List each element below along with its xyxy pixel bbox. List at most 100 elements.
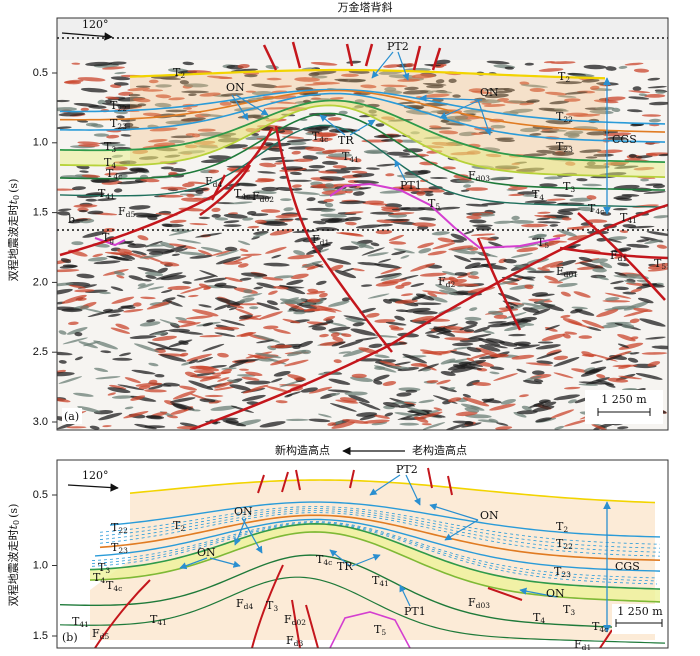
seismic-trace bbox=[468, 88, 484, 93]
seismic-trace bbox=[146, 248, 175, 253]
label-main: T bbox=[556, 110, 564, 123]
seismic-trace bbox=[261, 277, 284, 281]
seismic-trace bbox=[579, 262, 605, 270]
seismic-trace bbox=[146, 319, 156, 323]
seismic-trace bbox=[213, 386, 236, 391]
seismic-trace bbox=[425, 193, 434, 197]
seismic-trace bbox=[583, 64, 607, 70]
seismic-trace bbox=[434, 59, 451, 65]
label-sub: 4c bbox=[323, 558, 332, 567]
seismic-trace bbox=[307, 298, 321, 303]
pointer bbox=[209, 557, 241, 568]
seismic-trace bbox=[401, 281, 412, 287]
seismic-trace bbox=[193, 275, 217, 281]
seismic-trace bbox=[538, 68, 564, 72]
seismic-trace bbox=[327, 422, 337, 426]
seismic-trace bbox=[330, 332, 340, 337]
label-main: T bbox=[72, 615, 80, 628]
seismic-trace bbox=[376, 219, 394, 224]
seismic-trace bbox=[291, 150, 301, 155]
seismic-trace bbox=[513, 344, 541, 350]
seismic-trace bbox=[613, 286, 629, 291]
seismic-trace bbox=[111, 395, 135, 399]
seismic-trace bbox=[504, 324, 526, 332]
seismic-trace bbox=[388, 212, 415, 216]
seismic-trace bbox=[552, 151, 575, 157]
seismic-trace bbox=[142, 89, 164, 92]
seismic-trace bbox=[481, 202, 505, 206]
seismic-trace bbox=[62, 337, 88, 345]
seismic-trace bbox=[435, 79, 445, 84]
seismic-trace bbox=[200, 113, 225, 118]
seismic-trace bbox=[74, 289, 95, 293]
seismic-trace bbox=[484, 93, 509, 99]
seismic-trace bbox=[532, 308, 551, 316]
seismic-trace bbox=[167, 285, 191, 290]
seismic-trace bbox=[447, 278, 467, 285]
seismic-trace bbox=[543, 176, 563, 180]
label: T4c bbox=[316, 553, 332, 567]
seismic-trace bbox=[554, 425, 565, 430]
seismic-trace bbox=[539, 240, 561, 248]
seismic-trace bbox=[488, 418, 499, 423]
seismic-trace bbox=[353, 180, 379, 184]
seismic-trace bbox=[237, 263, 249, 268]
label: Fd3 bbox=[286, 634, 303, 648]
seismic-trace bbox=[273, 371, 291, 377]
seismic-trace bbox=[265, 246, 287, 254]
pointer bbox=[429, 503, 479, 521]
seismic-trace bbox=[133, 212, 160, 218]
seismic-trace bbox=[107, 387, 131, 394]
seismic-trace bbox=[273, 85, 293, 88]
seismic-trace bbox=[453, 255, 472, 263]
seismic-trace bbox=[229, 384, 251, 391]
seismic-trace bbox=[380, 84, 408, 88]
seismic-trace bbox=[548, 147, 568, 151]
seismic-trace bbox=[558, 208, 581, 212]
seismic-trace bbox=[272, 286, 289, 290]
seismic-trace bbox=[489, 366, 505, 370]
seismic-trace bbox=[334, 78, 349, 82]
seismic-trace bbox=[60, 258, 72, 264]
seismic-trace bbox=[472, 224, 493, 228]
label: ON bbox=[234, 505, 253, 518]
seismic-trace bbox=[617, 343, 629, 348]
seismic-trace bbox=[155, 84, 172, 88]
label-main: T bbox=[558, 70, 566, 83]
seismic-trace bbox=[289, 171, 302, 176]
seismic-trace bbox=[608, 236, 628, 241]
seismic-trace bbox=[382, 381, 397, 386]
seismic-trace bbox=[160, 261, 180, 267]
seismic-trace bbox=[366, 167, 380, 170]
seismic-trace bbox=[328, 217, 343, 222]
seismic-trace bbox=[165, 347, 187, 352]
seismic-trace bbox=[263, 262, 290, 267]
seismic-trace bbox=[179, 80, 189, 85]
seismic-trace bbox=[374, 354, 390, 359]
seismic-trace bbox=[102, 66, 125, 70]
seismic-trace bbox=[365, 312, 380, 318]
seismic-trace bbox=[159, 241, 175, 249]
seismic-trace bbox=[450, 249, 476, 255]
seismic-trace bbox=[369, 211, 394, 215]
seismic-trace bbox=[516, 247, 539, 253]
label: T4c bbox=[312, 130, 328, 144]
seismic-trace bbox=[367, 293, 390, 299]
seismic-trace bbox=[350, 376, 374, 382]
seismic-trace bbox=[87, 257, 108, 262]
seismic-trace bbox=[548, 281, 563, 284]
seismic-trace bbox=[320, 208, 336, 213]
seismic-trace bbox=[542, 401, 557, 407]
fault bbox=[431, 47, 442, 71]
horizon bbox=[99, 514, 661, 561]
horizon bbox=[59, 99, 666, 163]
seismic-trace bbox=[370, 242, 380, 247]
seismic-trace bbox=[368, 202, 388, 206]
seismic-trace bbox=[557, 274, 578, 282]
seismic-trace bbox=[69, 284, 86, 289]
seismic-trace bbox=[68, 321, 79, 326]
seismic-trace bbox=[394, 315, 406, 321]
seismic-trace bbox=[341, 333, 352, 337]
label-main: T bbox=[110, 99, 118, 112]
horizon bbox=[129, 68, 606, 80]
